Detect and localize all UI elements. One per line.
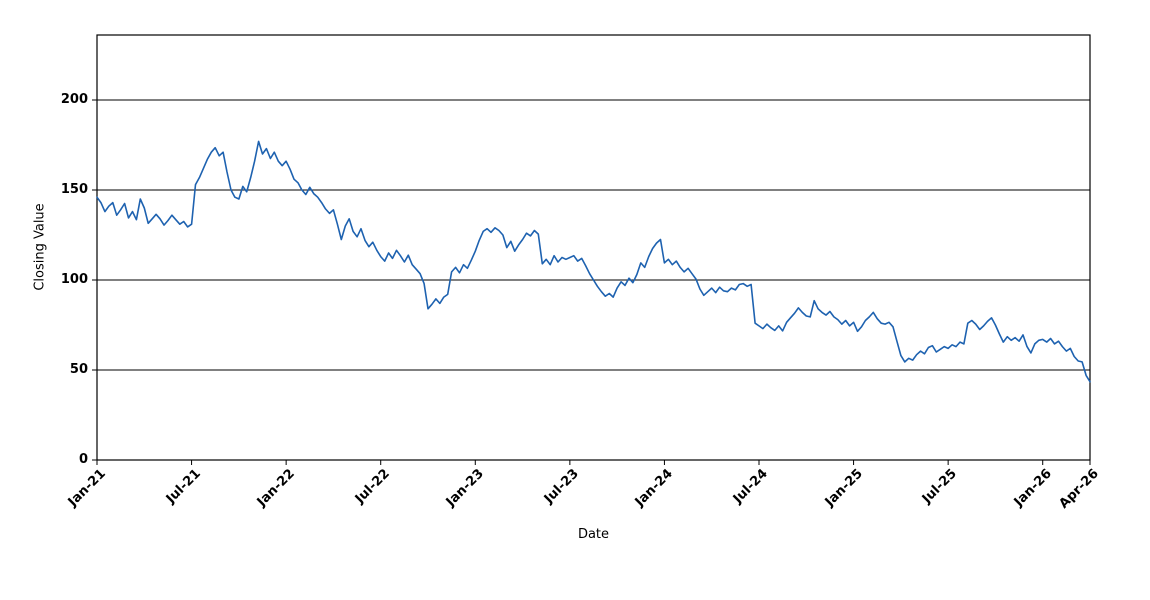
closing-value-line	[96, 140, 1091, 383]
y-tick-label: 150	[60, 182, 88, 197]
x-axis-title: Date	[577, 527, 610, 542]
y-tick-label: 50	[69, 362, 88, 377]
plot-border	[96, 34, 1091, 461]
y-tick-label: 0	[78, 452, 88, 467]
y-tick-label: 100	[60, 272, 88, 287]
y-axis-title: Closing Value	[32, 203, 48, 291]
y-tick-label: 200	[60, 92, 88, 107]
